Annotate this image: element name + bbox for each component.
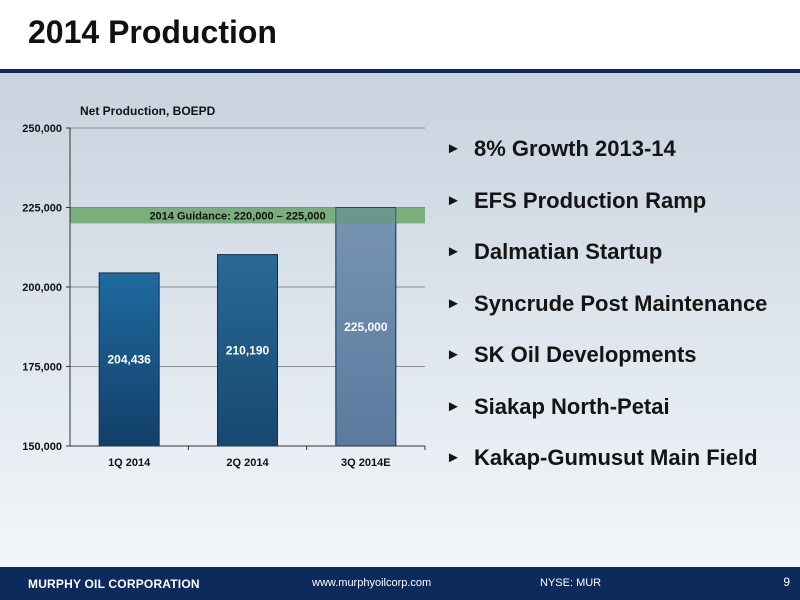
header-divider: [0, 69, 800, 73]
bullet-text: EFS Production Ramp: [474, 187, 707, 213]
bullet-arrow-icon: ►: [446, 346, 461, 363]
footer-ticker: NYSE: MUR: [540, 577, 602, 589]
bullet-text: Siakap North-Petai: [474, 393, 670, 419]
bullet-text: Syncrude Post Maintenance: [474, 290, 768, 316]
bullet-item: ► SK Oil Developments: [440, 329, 800, 381]
bullet-text: Kakap-Gumusut Main Field: [474, 445, 758, 470]
x-tick-label: 2Q 2014: [226, 457, 269, 469]
footer-bar: MURPHY OIL CORPORATION www.murphyoilcorp…: [0, 567, 800, 600]
bullet-item: ► Kakap-Gumusut Main Field: [440, 432, 800, 484]
bar: [98, 272, 160, 447]
bar-data-label: 225,000: [344, 320, 388, 334]
bullet-text: Dalmatian Startup: [474, 239, 663, 264]
footer-company: MURPHY OIL CORPORATION: [28, 577, 200, 591]
bullet-item: ► Siakap North-Petai: [440, 381, 800, 433]
chart-title: Net Production, BOEPD: [80, 104, 216, 118]
bullet-item: ► Dalmatian Startup: [440, 226, 800, 278]
guidance-band-label: 2014 Guidance: 220,000 – 225,000: [149, 210, 325, 222]
x-tick-label: 3Q 2014E: [341, 457, 391, 469]
bullet-arrow-icon: ►: [446, 243, 461, 260]
bullet-item: ► Syncrude Post Maintenance: [440, 278, 800, 330]
guidance-band-overlay: [70, 207, 425, 224]
slide-title: 2014 Production: [28, 14, 277, 50]
bullet-item: ► EFS Production Ramp: [440, 175, 800, 227]
bar-data-label: 204,436: [107, 352, 151, 366]
bullet-item: ► 8% Growth 2013-14: [440, 123, 800, 175]
y-tick-label: 200,000: [22, 282, 62, 294]
bullet-text: SK Oil Developments: [474, 342, 697, 367]
bullet-arrow-icon: ►: [446, 191, 461, 209]
x-tick-label: 1Q 2014: [108, 457, 151, 469]
bullet-arrow-icon: ►: [446, 449, 461, 466]
page-number: 9: [783, 575, 790, 589]
bar-data-label: 210,190: [226, 343, 270, 357]
y-tick-label: 175,000: [22, 362, 62, 374]
y-tick-label: 250,000: [22, 123, 62, 135]
bullet-arrow-icon: ►: [446, 140, 461, 157]
slide-header: 2014 Production: [0, 0, 800, 70]
bar: [217, 254, 278, 447]
production-bar-chart: 204,436 210,190 225,000 2014 Guidance: 220,…: [22, 104, 426, 469]
bullet-arrow-icon: ►: [446, 294, 461, 312]
footer-website-link[interactable]: www.murphyoilcorp.com: [312, 577, 432, 589]
y-tick-label: 225,000: [22, 203, 62, 215]
bullet-arrow-icon: ►: [446, 397, 461, 415]
bullet-list: ► 8% Growth 2013-14 ► EFS Production Ramp ► D…: [440, 123, 800, 484]
bullet-text: 8% Growth 2013-14: [474, 136, 676, 161]
y-tick-label: 150,000: [22, 441, 62, 453]
